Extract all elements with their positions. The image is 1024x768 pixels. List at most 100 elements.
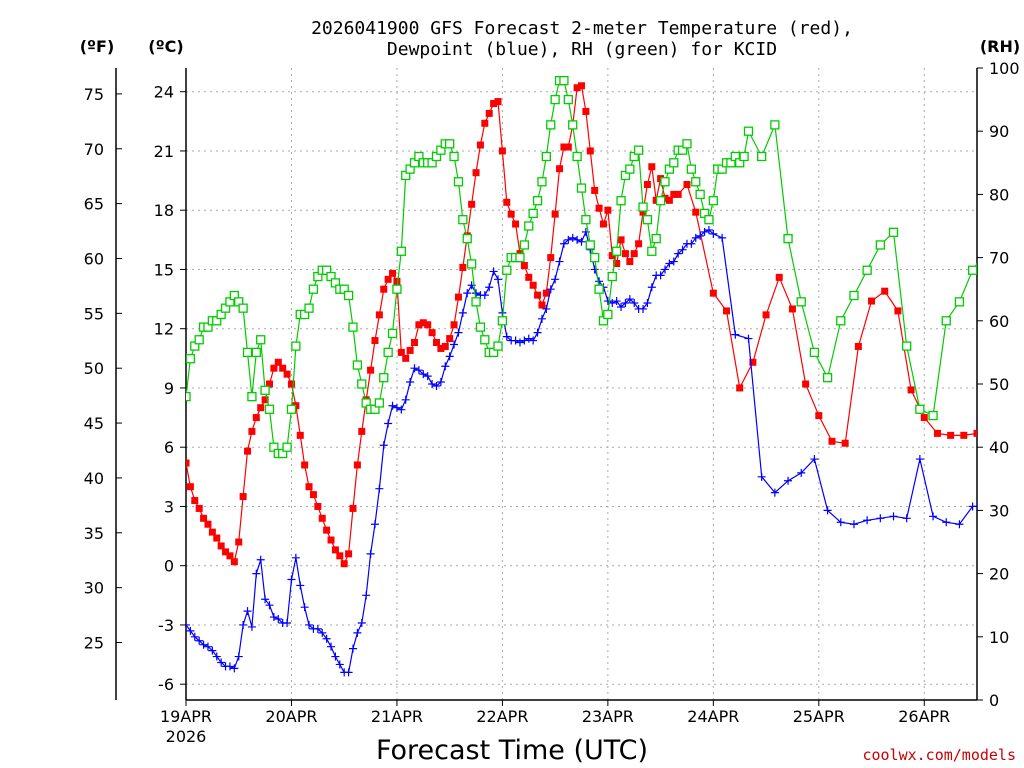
rh-point [387, 328, 398, 339]
rh-point [242, 347, 253, 358]
rh-point [739, 151, 749, 162]
temperature-point [503, 198, 511, 206]
rh-point [392, 284, 402, 294]
rh-tick-label: 70 [989, 249, 1009, 268]
dewpoint-point [283, 618, 292, 627]
dewpoint-point [546, 285, 555, 294]
fahrenheit-tick-label: 50 [84, 359, 104, 378]
temperature-point [639, 208, 647, 216]
dewpoint-point [472, 289, 481, 298]
temperature-point [454, 293, 462, 301]
rh-point [260, 385, 270, 395]
rh-point [967, 265, 977, 275]
dewpoint-point [366, 549, 375, 558]
dewpoint-point [348, 644, 357, 653]
dewpoint-point [836, 518, 845, 527]
rh-point [493, 341, 503, 351]
dewpoint-point [849, 520, 858, 529]
rh-point [537, 177, 547, 187]
temperature-point [208, 528, 216, 536]
dewpoint-point [225, 662, 234, 671]
temperature-point [578, 82, 585, 90]
rh-point [357, 379, 367, 389]
temperature-point [613, 260, 621, 268]
rh-point [497, 316, 508, 326]
dewpoint-point [511, 336, 520, 345]
dewpoint-point [450, 340, 459, 349]
rh-point [308, 284, 319, 294]
temperature-point [547, 254, 555, 262]
temperature-point [424, 321, 432, 329]
series-dewpoint [186, 225, 977, 677]
rh-point [519, 240, 530, 250]
dewpoint-point [533, 328, 542, 337]
temperature-point [411, 339, 419, 347]
temperature-point [468, 200, 476, 208]
temperature-point [331, 546, 339, 554]
dewpoint-point [691, 233, 700, 242]
dewpoint-point [612, 297, 621, 306]
temperature-point [854, 342, 862, 350]
temperature-point [432, 339, 440, 347]
rh-point [954, 297, 965, 307]
temperature-point [621, 250, 629, 258]
temperature-point [573, 84, 581, 92]
temperature-point [402, 354, 410, 362]
rh-point [607, 271, 617, 282]
rh-point [379, 373, 389, 383]
rh-point [541, 151, 551, 162]
rh-point [291, 341, 301, 351]
temperature-point [340, 560, 348, 568]
temperature-point [692, 208, 700, 216]
rh-point [563, 94, 573, 105]
temperature-point [239, 493, 247, 501]
dewpoint-point [524, 334, 533, 343]
rh-point [616, 196, 626, 206]
temperature-point [788, 305, 796, 313]
rh-tick-label: 30 [989, 501, 1009, 520]
fahrenheit-tick-label: 55 [84, 304, 104, 323]
x-axis-label: Forecast Time (UTC) [376, 735, 648, 766]
dewpoint-point [757, 472, 766, 481]
dewpoint-point [436, 378, 445, 387]
temperature-point [736, 384, 744, 392]
rh-point [396, 246, 406, 256]
dewpoint-point [384, 419, 393, 428]
temperature-point [815, 412, 823, 420]
temperature-point [723, 307, 731, 315]
dewpoint-point [568, 233, 577, 242]
rh-point [251, 347, 261, 358]
dewpoint-point [537, 314, 546, 323]
temperature-point [287, 380, 295, 388]
rh-point [374, 398, 385, 408]
dewpoint-point [458, 308, 467, 317]
temperature-point [358, 427, 366, 435]
rh-point [286, 404, 297, 414]
rh-point [449, 151, 459, 162]
celsius-axis-label: (ºC) [148, 37, 183, 56]
temperature-point [336, 552, 344, 560]
temperature-point [274, 358, 282, 366]
temperature-point [749, 358, 757, 366]
rh-point [186, 354, 196, 364]
dewpoint-point [335, 660, 344, 669]
temperature-point [674, 190, 682, 198]
dewpoint-point [274, 615, 283, 624]
fahrenheit-tick-label: 65 [84, 195, 104, 214]
dewpoint-point [445, 352, 454, 361]
dewpoint-point [388, 401, 397, 410]
dewpoint-point [252, 569, 261, 578]
rh-point [238, 303, 248, 313]
dewpoint-line [186, 229, 977, 674]
dewpoint-point [208, 646, 217, 655]
celsius-tick-label: 6 [164, 438, 174, 457]
rh-point [453, 177, 464, 187]
celsius-tick-label: 21 [154, 142, 174, 161]
temperature-point [907, 386, 915, 394]
temperature-point [534, 291, 542, 299]
rh-point [471, 297, 481, 307]
temperature-point [947, 431, 955, 439]
dewpoint-point [577, 237, 586, 246]
rh-line [186, 79, 977, 455]
temperature-point [375, 311, 383, 319]
